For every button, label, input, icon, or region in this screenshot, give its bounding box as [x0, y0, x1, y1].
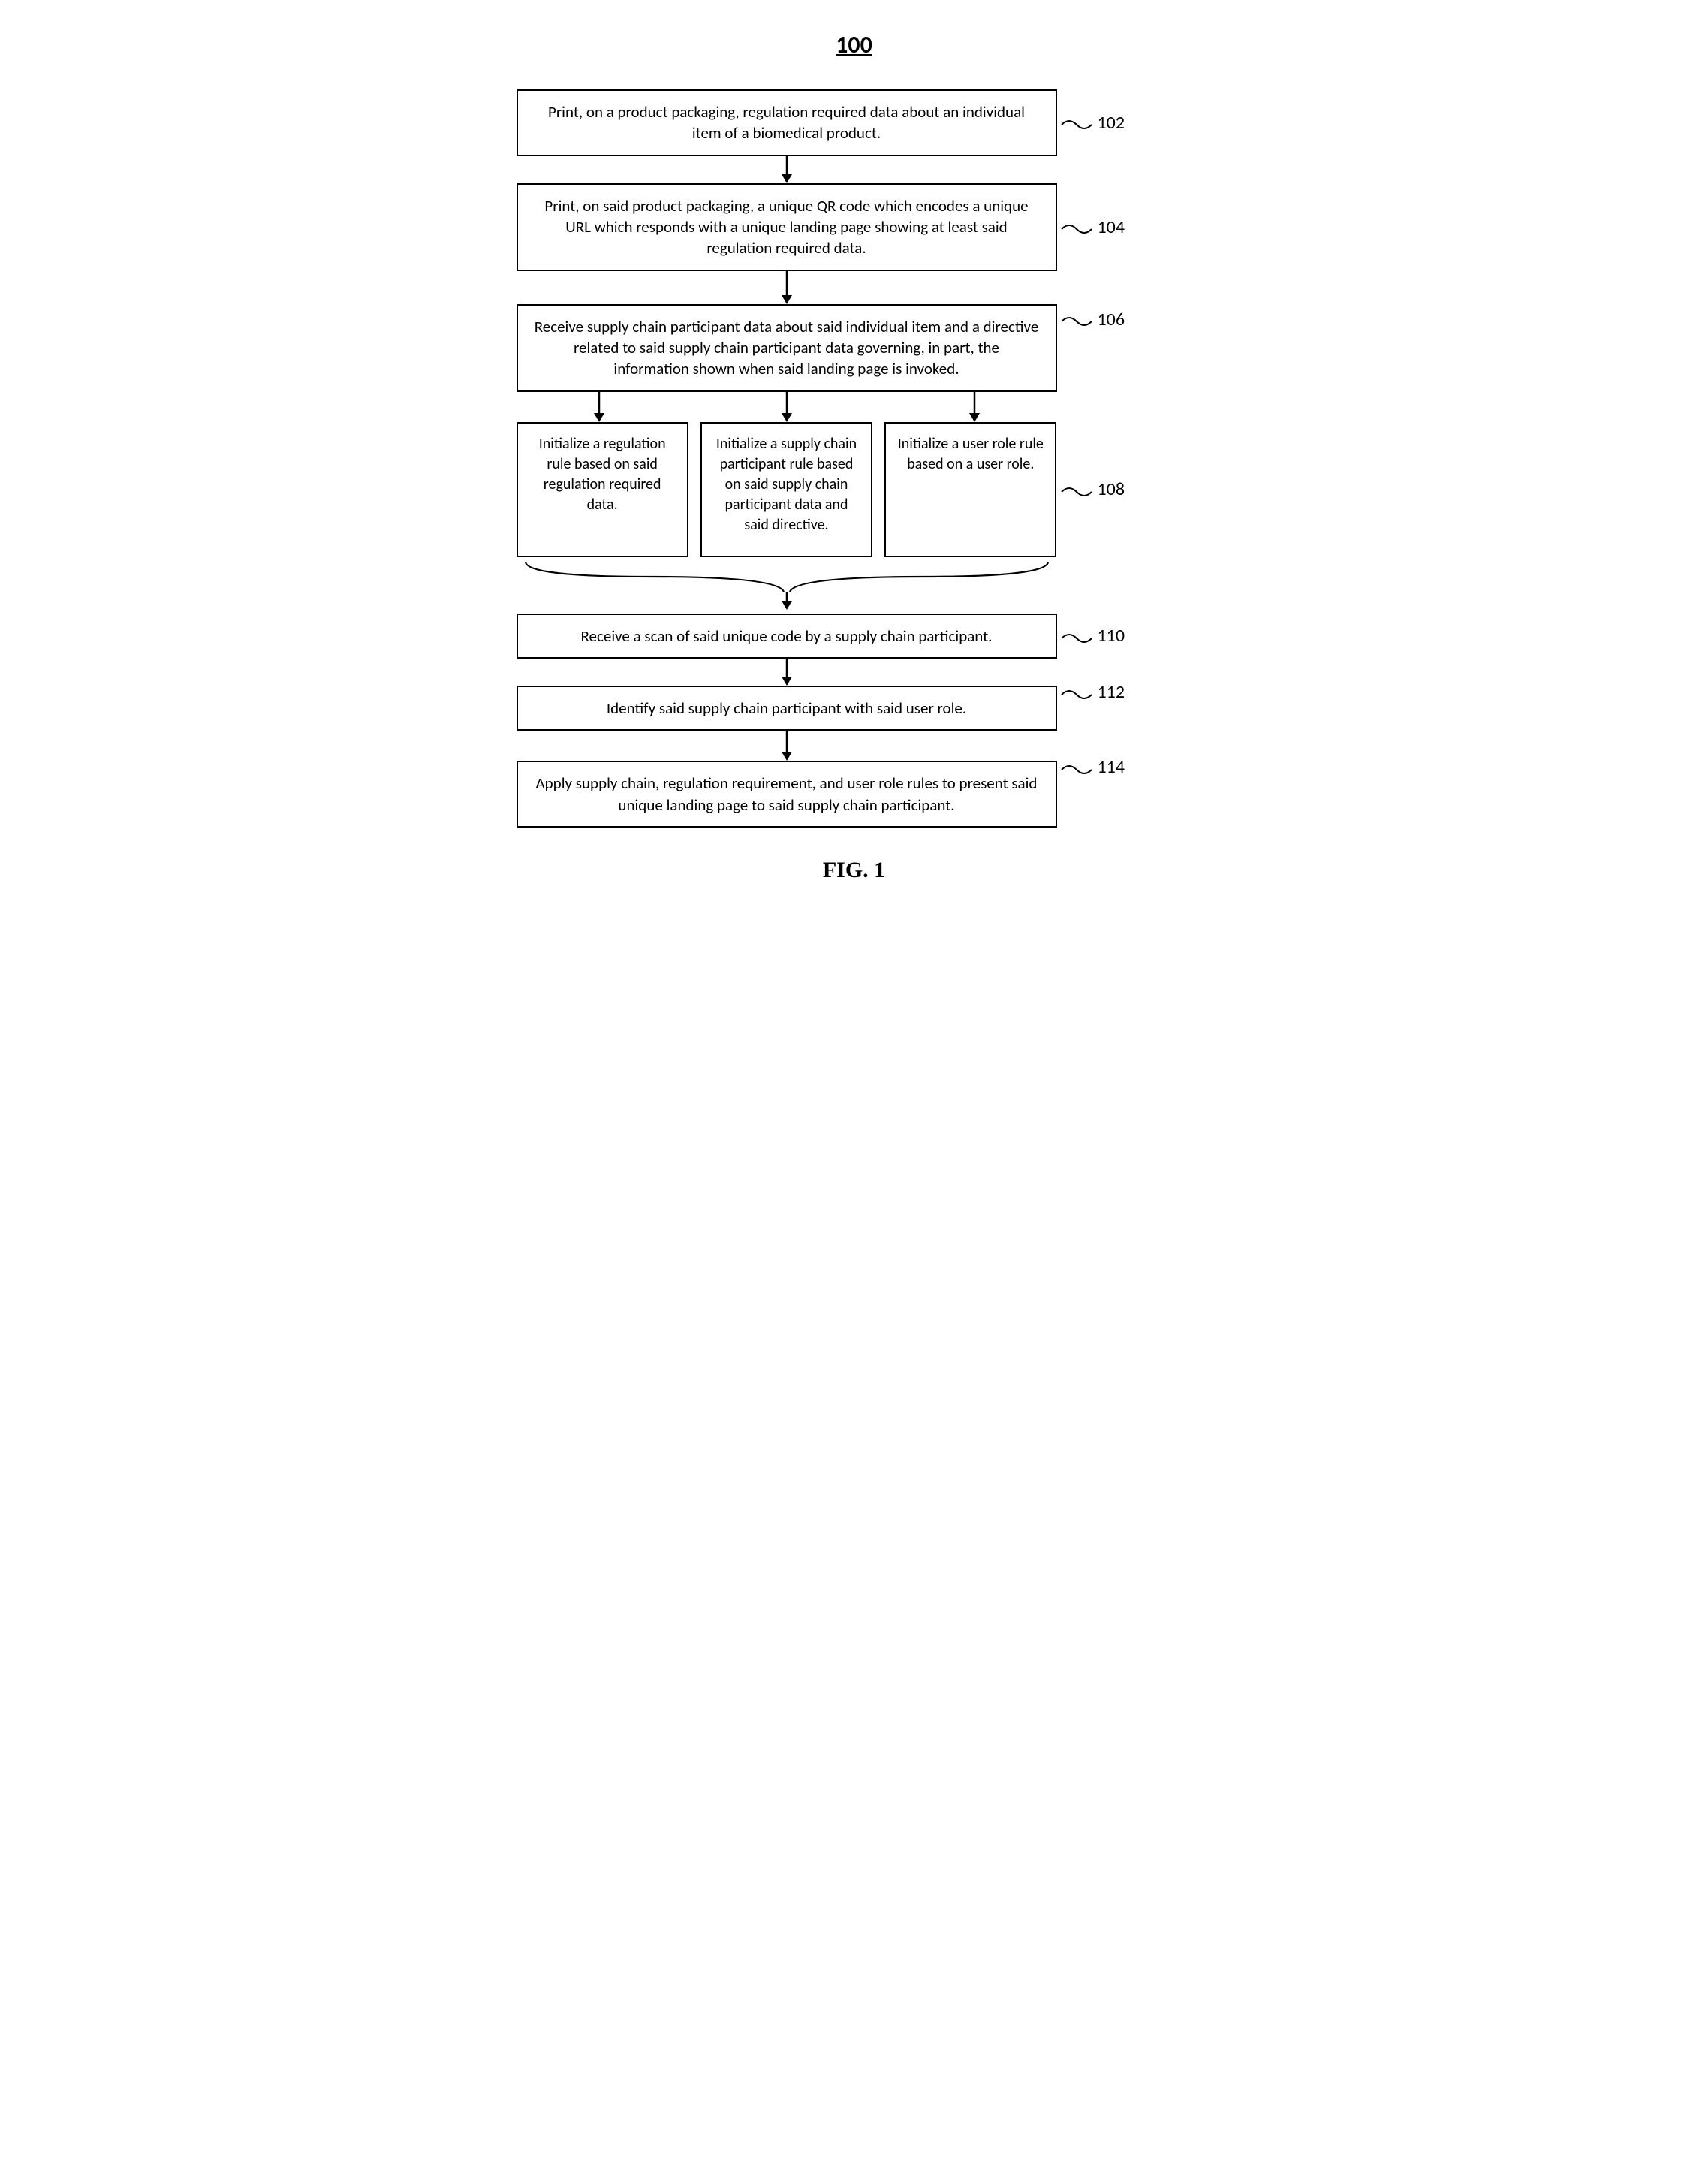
arrow-down-icon [779, 392, 794, 422]
node-114: Apply supply chain, regulation requireme… [517, 761, 1057, 828]
node-108b: Initialize a supply chain participant ru… [700, 422, 872, 557]
row-112: Identify said supply chain participant w… [517, 686, 1192, 731]
leader-curve-icon [1060, 311, 1093, 327]
figure-number: 100 [517, 30, 1192, 59]
node-104: Print, on said product packaging, a uniq… [517, 183, 1057, 271]
arrow-down-icon [779, 659, 794, 686]
brace-merge-icon [517, 557, 1057, 610]
ref-label: 112 [1098, 681, 1125, 703]
node-110: Receive a scan of said unique code by a … [517, 614, 1057, 659]
arrow-down-icon [967, 392, 982, 422]
ref-114: 114 [1057, 756, 1125, 778]
ref-108: 108 [1057, 478, 1125, 500]
arrow-down-icon [779, 156, 794, 183]
ref-104: 104 [1057, 216, 1125, 238]
node-108c: Initialize a user role rule based on a u… [884, 422, 1056, 557]
leader-curve-icon [1060, 684, 1093, 701]
row-110: Receive a scan of said unique code by a … [517, 614, 1192, 659]
ref-label: 102 [1098, 112, 1125, 134]
arrow-down-icon [779, 271, 794, 304]
row-108: Initialize a regulation rule based on sa… [517, 422, 1192, 557]
leader-curve-icon [1060, 219, 1093, 235]
ref-label: 110 [1098, 625, 1125, 647]
ref-112: 112 [1057, 681, 1125, 703]
figure-caption: FIG. 1 [517, 858, 1192, 883]
flowchart: 100 Print, on a product packaging, regul… [517, 30, 1192, 883]
ref-102: 102 [1057, 112, 1125, 134]
row-114: Apply supply chain, regulation requireme… [517, 761, 1192, 828]
node-112: Identify said supply chain participant w… [517, 686, 1057, 731]
node-106: Receive supply chain participant data ab… [517, 304, 1057, 392]
ref-106: 106 [1057, 309, 1125, 330]
row-106: Receive supply chain participant data ab… [517, 304, 1192, 392]
node-108a: Initialize a regulation rule based on sa… [517, 422, 688, 557]
row-104: Print, on said product packaging, a uniq… [517, 183, 1192, 271]
node-102: Print, on a product packaging, regulatio… [517, 89, 1057, 156]
arrow-down-icon [779, 731, 794, 761]
leader-curve-icon [1060, 481, 1093, 498]
arrow-down-icon [592, 392, 607, 422]
ref-label: 104 [1098, 216, 1125, 238]
leader-curve-icon [1060, 628, 1093, 644]
ref-label: 106 [1098, 309, 1125, 330]
ref-110: 110 [1057, 625, 1125, 647]
row-102: Print, on a product packaging, regulatio… [517, 89, 1192, 156]
ref-label: 114 [1098, 756, 1125, 778]
leader-curve-icon [1060, 759, 1093, 776]
leader-curve-icon [1060, 114, 1093, 131]
ref-label: 108 [1098, 478, 1125, 500]
